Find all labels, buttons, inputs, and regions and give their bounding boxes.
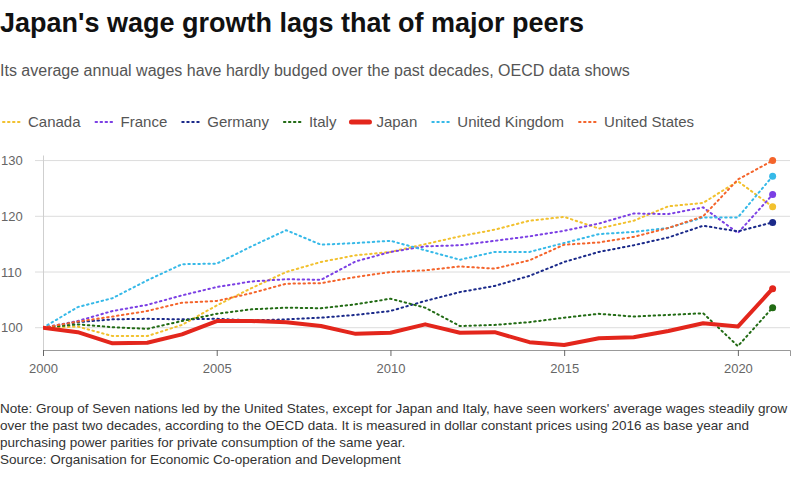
legend-item: Japan (351, 113, 417, 130)
y-tick-label: 110 (1, 265, 22, 280)
plot-area (43, 157, 776, 346)
legend-item: Canada (3, 113, 81, 130)
grid-line (35, 216, 790, 217)
y-tick-label: 120 (1, 209, 23, 224)
x-tick-mark (217, 350, 218, 356)
legend-label: United States (604, 113, 694, 130)
legend-swatch (284, 121, 302, 123)
y-axis-line (43, 156, 44, 351)
y-tick: 100 (1, 320, 43, 335)
x-tick: 2010 (376, 350, 405, 376)
x-axis: 2000 2005 2010 2015 2020 (29, 350, 790, 376)
y-tick-label: 100 (1, 320, 23, 335)
end-marker (769, 203, 776, 210)
end-marker (769, 157, 776, 164)
x-tick-label: 2015 (550, 361, 579, 376)
note: Note: Group of Seven nations led by the … (0, 400, 795, 451)
title: Japan's wage growth lags that of major p… (0, 8, 584, 39)
x-tick-mark (390, 350, 391, 356)
series-line (43, 195, 773, 328)
y-tick: 130 (1, 153, 43, 168)
x-tick-label: 2005 (203, 361, 232, 376)
legend-swatch (182, 121, 200, 123)
x-tick-label: 2010 (376, 361, 405, 376)
legend-item: Italy (284, 113, 337, 130)
series-line (43, 176, 773, 328)
x-tick-label: 2000 (29, 361, 58, 376)
legend-swatch (3, 121, 21, 123)
end-marker (769, 191, 776, 198)
series-line (43, 222, 773, 327)
x-tick: 2000 (29, 350, 58, 376)
y-tick: 120 (1, 209, 43, 224)
subtitle: Its average annual wages have hardly bud… (0, 62, 630, 80)
legend-item: United Kingdom (432, 113, 564, 130)
legend-item: Germany (182, 113, 269, 130)
legend-label: United Kingdom (457, 113, 564, 130)
end-marker (769, 173, 776, 180)
grid-line (35, 160, 790, 161)
series-line (43, 289, 773, 345)
series-line (43, 181, 773, 336)
x-tick-mark (738, 350, 739, 356)
end-marker (769, 304, 776, 311)
source: Source: Organisation for Economic Co-ope… (0, 452, 401, 467)
x-tick: 2015 (550, 350, 579, 376)
legend-item: United States (579, 113, 694, 130)
x-tick: 2020 (724, 350, 753, 376)
x-tick-label: 2020 (724, 361, 753, 376)
x-tick-mark (564, 350, 565, 356)
legend-label: Italy (309, 113, 337, 130)
legend-label: Germany (207, 113, 269, 130)
end-marker (769, 285, 776, 292)
y-tick-label: 130 (1, 153, 23, 168)
legend: Canada France Germany Italy Japan United King… (3, 113, 694, 130)
x-tick-mark (43, 350, 44, 356)
legend-swatch (96, 121, 114, 123)
legend-label: France (121, 113, 168, 130)
x-axis-line (44, 351, 791, 357)
y-tick: 110 (1, 265, 43, 280)
legend-swatch (432, 121, 450, 123)
legend-label: Canada (28, 113, 81, 130)
legend-swatch (579, 121, 597, 123)
series-line (43, 299, 773, 346)
x-tick: 2005 (203, 350, 232, 376)
legend-swatch (351, 120, 369, 125)
y-axis: 100 110 120 130 (1, 153, 44, 350)
end-marker (769, 219, 776, 226)
grid (35, 161, 790, 328)
legend-label: Japan (376, 113, 417, 130)
page: {"chart_data": { "type": "line", "title"… (0, 0, 800, 485)
series-line (43, 161, 773, 328)
legend-item: France (96, 113, 168, 130)
